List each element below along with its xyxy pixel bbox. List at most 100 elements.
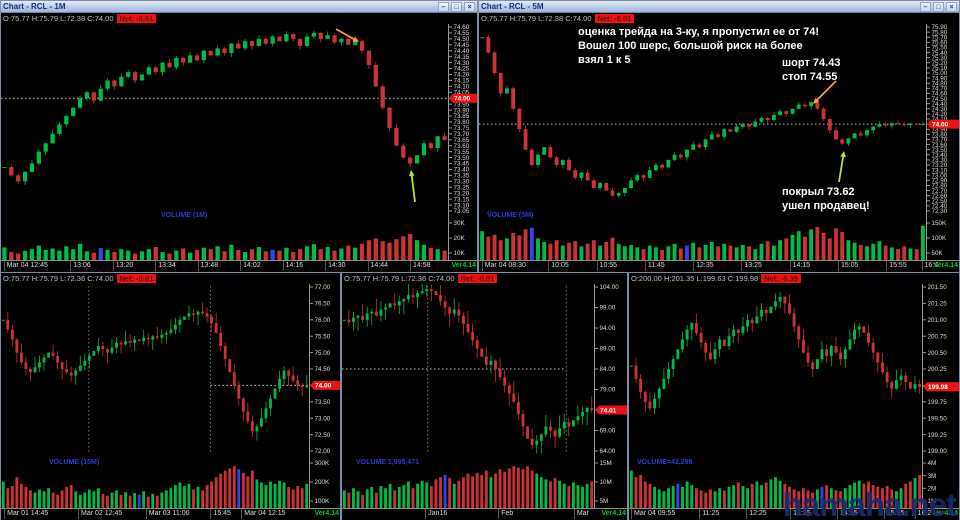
version-label: Ver4.14 — [933, 262, 958, 269]
time-axis-label: 14:58 — [410, 261, 431, 271]
time-axis-label: Mar 04 09:55 — [631, 509, 675, 519]
chart-canvas[interactable]: 73.05 73.10 73.15 73.20 73.25 73.30 73.35 73.40… — [1, 24, 477, 260]
axis-label: 73.90 — [454, 107, 470, 114]
axis-label: 74.55 — [454, 30, 470, 37]
axis-label: 73.75 — [454, 125, 470, 132]
axis-label: 73.40 — [454, 167, 470, 174]
axis-label: 73.50 — [932, 147, 948, 154]
axis-label: 73.70 — [454, 131, 470, 138]
axis-label: 73.25 — [454, 184, 470, 191]
price-axis[interactable]: 73.0573.1073.1573.2073.2573.3073.3573.40… — [449, 24, 470, 257]
axis-label: 50K — [932, 250, 944, 257]
minimize-button[interactable]: – — [920, 1, 931, 12]
chart-canvas[interactable]: 64.0069.0074.0079.0084.0089.0094.0099.00… — [342, 284, 627, 508]
axis-label: 74.25 — [454, 66, 470, 73]
chart-canvas[interactable]: 199.00199.25199.50199.75200.00200.25200.… — [629, 284, 959, 508]
axis-label: 74.15 — [454, 78, 470, 85]
time-axis-label: Feb — [498, 509, 513, 519]
close-button[interactable]: × — [946, 1, 957, 12]
time-axis-label: 14:25 — [837, 509, 858, 519]
time-axis-label: 10:05 — [548, 261, 569, 271]
axis-label: 72.50 — [932, 198, 948, 205]
time-axis-label: 14:02 — [240, 261, 261, 271]
last-price-tag: 74.00 — [310, 380, 340, 390]
chart-svg: 72.00 72.50 73.00 73.50 74.00 74.50 75.00 75.50… — [1, 284, 340, 508]
time-axis-label: 14:30 — [325, 261, 346, 271]
annotation-arrow — [408, 170, 416, 203]
price-axis[interactable]: 72.3072.4072.5072.6072.7072.8072.9073.00… — [927, 24, 948, 257]
axis-label: 74.90 — [932, 75, 948, 82]
axis-label: 73.55 — [454, 149, 470, 156]
axis-label: 77.00 — [315, 284, 331, 291]
axis-label: 75.60 — [932, 40, 948, 47]
chart-svg: 199.00199.25199.50199.75200.00200.25200.… — [629, 284, 959, 508]
maximize-button[interactable]: □ — [933, 1, 944, 12]
ohlc-values: O:75.77 H:75.79 L:72.38 C:74.00 — [481, 14, 592, 23]
time-axis: Jan16 Feb Mar Ver4.14 — [342, 508, 627, 520]
axis-label: 75.00 — [932, 70, 948, 77]
maximize-button[interactable]: □ — [451, 1, 462, 12]
price-axis[interactable]: 64.0069.0074.0079.0084.0089.0094.0099.00… — [595, 284, 619, 505]
candles — [2, 30, 447, 186]
time-axis-label: 13:34 — [155, 261, 176, 271]
ohlc-values: O:75.77 H:75.79 L:72.36 C:74.00 — [344, 274, 455, 283]
time-axis-label: 14:16 — [282, 261, 303, 271]
axis-label: 10K — [454, 250, 466, 257]
chart-svg: 72.3072.4072.5072.6072.7072.8072.9073.00… — [479, 24, 959, 260]
axis-label: 73.90 — [932, 126, 948, 133]
chart-panel-chart-200: O:200.00 H:201.35 L:199.63 C:199.98 Net: … — [628, 272, 960, 520]
axis-label: 73.15 — [454, 196, 470, 203]
volume-bars — [2, 234, 447, 260]
axis-label: 201.25 — [928, 301, 948, 308]
ohlc-values: O:75.77 H:75.79 L:72.36 C:74.00 — [3, 274, 114, 283]
axis-label: 74.40 — [454, 48, 470, 55]
axis-label: 199.25 — [928, 432, 948, 439]
axis-label: 73.10 — [454, 202, 470, 209]
axis-label: 72.90 — [932, 178, 948, 185]
axis-label: 69.00 — [600, 428, 616, 435]
annotation-arrow — [813, 80, 837, 104]
candles — [1, 302, 309, 441]
axis-label: 73.50 — [315, 399, 331, 406]
time-axis-label: Mar 04 12:45 — [3, 261, 48, 271]
time-axis-label: 16:4 — [921, 261, 938, 271]
axis-label: 199.00 — [928, 448, 948, 455]
time-axis-label: 11:45 — [644, 261, 665, 271]
axis-label: 74.05 — [454, 89, 470, 96]
version-label: Ver4.14 — [601, 510, 626, 517]
axis-label: 94.00 — [600, 325, 616, 332]
axis-label: 199.98 — [928, 384, 948, 391]
axis-label: 73.80 — [932, 132, 948, 139]
axis-label: 2M — [928, 486, 937, 493]
ohlc-values: O:75.77 H:75.79 L:72.38 C:74.00 — [3, 14, 114, 23]
axis-label: 201.50 — [928, 284, 948, 291]
axis-label: 73.35 — [454, 173, 470, 180]
annotation-note: оценка трейда на 3-ку, я пропустил ее от… — [578, 26, 820, 66]
minimize-button[interactable]: – — [438, 1, 449, 12]
axis-label: 200.50 — [928, 350, 948, 357]
axis-label: 74.10 — [454, 84, 470, 91]
chart-canvas[interactable]: 72.30 72.40 72.50 72.60 72.70 72.80 72.90 73.00… — [479, 24, 959, 260]
axis-label: 75.00 — [315, 350, 331, 357]
price-axis[interactable]: 72.00 72.50 73.00 73.50 74.00 74.50 75.00 75.50… — [310, 284, 331, 505]
axis-label: 73.60 — [932, 142, 948, 149]
net-badge: Net: -0.01 — [116, 274, 157, 283]
time-axis-label: Mar 01 14:45 — [4, 509, 48, 519]
close-button[interactable]: × — [464, 1, 475, 12]
axis-label: 74.01 — [600, 407, 617, 414]
axis-label: 73.60 — [454, 143, 470, 150]
axis-label: 84.00 — [600, 366, 616, 373]
net-badge: Net: -0.35 — [761, 274, 801, 283]
price-axis[interactable]: 199.00199.25199.50199.75200.00200.25200.… — [923, 284, 947, 505]
axis-label: 75.10 — [932, 65, 948, 72]
axis-label: 73.50 — [454, 155, 470, 162]
axis-label: 74.50 — [454, 36, 470, 43]
chart-canvas[interactable]: 72.00 72.50 73.00 73.50 74.00 74.50 75.00 75.50… — [1, 284, 340, 508]
axis-label: 200.25 — [928, 366, 948, 373]
volume-bars — [480, 225, 925, 260]
axis-label: 300K — [315, 460, 331, 467]
ohlc-values: O:200.00 H:201.35 L:199.63 C:199.98 — [631, 274, 759, 283]
time-axis-label: 12:25 — [746, 509, 767, 519]
axis-label: 200K — [315, 479, 331, 486]
